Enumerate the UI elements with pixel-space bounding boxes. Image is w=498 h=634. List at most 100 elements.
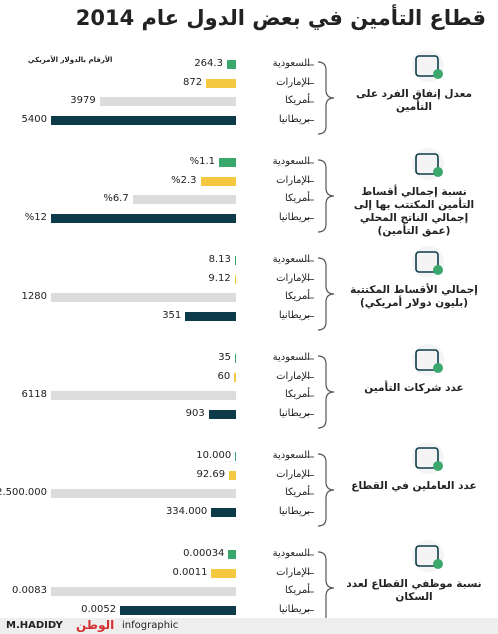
- category-label: بريطانيا: [278, 603, 310, 615]
- bar: [234, 372, 236, 382]
- bar: [51, 293, 236, 302]
- category-label: السعودية: [272, 156, 310, 167]
- bar: [185, 311, 236, 321]
- category-label: بريطانيا: [278, 211, 310, 223]
- value-label: %12: [24, 211, 47, 223]
- category-label: أمريكا: [284, 389, 310, 400]
- category-label: السعودية: [272, 352, 310, 363]
- value-label: 351: [162, 309, 182, 321]
- panel-title: إجمالي الأقساط المكتتبة (بليون دولار أمر…: [350, 284, 478, 309]
- bar: [120, 605, 236, 615]
- bar: [234, 354, 236, 363]
- panel-title: نسبة موظفي القطاع لعدد السكان: [346, 578, 482, 603]
- value-label: 334.000: [165, 505, 208, 517]
- category-label: السعودية: [272, 548, 310, 559]
- decoration: [317, 61, 335, 135]
- category-label: بريطانيا: [278, 407, 310, 419]
- category-label: أمريكا: [284, 95, 310, 106]
- decoration: [433, 167, 443, 177]
- value-label: %6.7: [103, 193, 129, 204]
- bar: [206, 78, 236, 88]
- panel-title: معدل إنفاق الفرد على التأمين: [355, 88, 473, 113]
- category-label: بريطانيا: [278, 113, 310, 125]
- value-label: 35: [218, 352, 231, 363]
- bar: [208, 409, 236, 419]
- decoration: [317, 551, 335, 625]
- category-label: أمريكا: [284, 487, 310, 498]
- decoration: [415, 447, 439, 469]
- panel-title: عدد شركات التأمين: [364, 382, 464, 394]
- bar: [99, 97, 236, 106]
- value-label: %2.3: [171, 174, 197, 186]
- panel-title: عدد العاملين في القطاع: [351, 480, 477, 492]
- value-label: 2.500.000: [0, 487, 47, 498]
- value-label: 9.12: [208, 272, 231, 284]
- decoration: [415, 55, 439, 77]
- value-label: 60: [217, 370, 231, 382]
- bar: [226, 60, 236, 69]
- bar: [51, 587, 236, 596]
- bar: [132, 195, 236, 204]
- category-label: الإمارات: [276, 370, 310, 382]
- bar: [211, 568, 236, 578]
- category-label: السعودية: [272, 450, 310, 461]
- kind: infographic: [122, 620, 179, 631]
- decoration: [415, 251, 439, 273]
- panel-title: نسبة إجمالي أقساط التأمين المكتتب بها إل…: [353, 186, 475, 237]
- category-label: أمريكا: [284, 193, 310, 204]
- bar: [200, 176, 236, 186]
- value-label: 92.69: [196, 468, 226, 480]
- category-label: الإمارات: [276, 76, 310, 88]
- bar: [235, 452, 236, 461]
- category-label: بريطانيا: [278, 309, 310, 321]
- value-label: %1.1: [189, 156, 216, 167]
- bar: [234, 274, 236, 284]
- decoration: [415, 349, 439, 371]
- decoration: [415, 545, 439, 567]
- category-label: الإمارات: [276, 566, 310, 578]
- value-label: 872: [183, 76, 203, 88]
- value-label: 264.3: [194, 58, 223, 69]
- bar: [229, 470, 236, 480]
- bar: [51, 115, 236, 125]
- decoration: [317, 453, 335, 527]
- decoration: [415, 153, 439, 175]
- title: قطاع التأمين في بعض الدول عام 2014: [75, 6, 486, 30]
- decoration: [433, 265, 443, 275]
- decoration: [317, 159, 335, 233]
- author: M.HADIDY: [6, 620, 63, 631]
- value-label: 0.0011: [172, 566, 208, 578]
- brand: الوطن: [76, 618, 115, 632]
- value-label: 1280: [21, 291, 47, 302]
- note: الأرقام بالدولار الأمريكي: [28, 56, 113, 64]
- bar: [228, 550, 236, 559]
- value-label: 6118: [21, 389, 47, 400]
- footer: M.HADIDY الوطن infographic: [0, 618, 498, 634]
- value-label: 10.000: [196, 450, 232, 461]
- category-label: أمريكا: [284, 585, 310, 596]
- bar: [211, 507, 236, 517]
- category-label: الإمارات: [276, 174, 310, 186]
- decoration: [433, 69, 443, 79]
- decoration: [433, 559, 443, 569]
- decoration: [433, 461, 443, 471]
- bar: [51, 213, 236, 223]
- value-label: 0.00034: [183, 548, 225, 559]
- value-label: 0.0083: [12, 585, 47, 596]
- bar: [219, 158, 236, 167]
- bar: [234, 256, 236, 265]
- bar: [51, 391, 236, 400]
- category-label: السعودية: [272, 254, 310, 265]
- value-label: 8.13: [208, 254, 231, 265]
- value-label: 0.0052: [81, 603, 117, 615]
- category-label: السعودية: [272, 58, 310, 69]
- decoration: [317, 355, 335, 429]
- decoration: [317, 257, 335, 331]
- value-label: 903: [185, 407, 205, 419]
- category-label: الإمارات: [276, 272, 310, 284]
- category-label: بريطانيا: [278, 505, 310, 517]
- value-label: 3979: [70, 95, 96, 106]
- decoration: [433, 363, 443, 373]
